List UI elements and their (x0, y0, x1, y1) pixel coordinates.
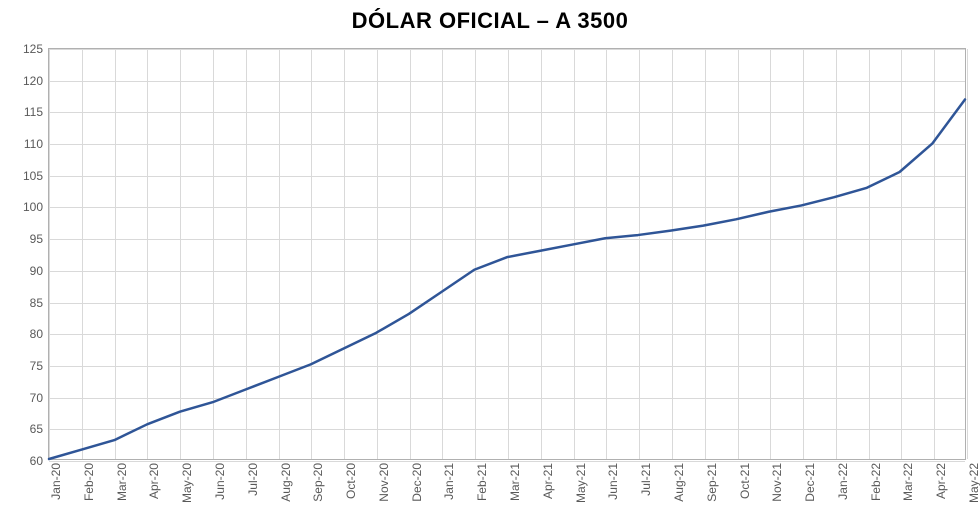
chart-container: DÓLAR OFICIAL – A 3500 60657075808590951… (0, 0, 980, 524)
x-tick-label: Sep-20 (311, 463, 325, 502)
y-tick-label: 110 (24, 137, 43, 151)
x-tick-label: Feb-21 (475, 463, 489, 501)
gridline-v (967, 49, 968, 459)
x-tick-label: Apr-21 (541, 463, 555, 499)
x-tick-label: May-20 (180, 463, 194, 503)
x-tick-label: Sep-21 (705, 463, 719, 502)
x-tick-label: May-22 (967, 463, 980, 503)
y-tick-label: 60 (30, 454, 43, 468)
plot-area: 6065707580859095100105110115120125Jan-20… (48, 48, 966, 460)
x-tick-label: Jun-20 (213, 463, 227, 500)
x-tick-label: Mar-22 (901, 463, 915, 501)
x-tick-label: Aug-21 (672, 463, 686, 502)
x-tick-label: Oct-20 (344, 463, 358, 499)
y-tick-label: 70 (30, 391, 43, 405)
x-tick-label: Jan-20 (49, 463, 63, 500)
x-tick-label: Oct-21 (738, 463, 752, 499)
x-tick-label: Jul-20 (246, 463, 260, 496)
y-tick-label: 65 (30, 422, 43, 436)
y-tick-label: 80 (30, 327, 43, 341)
x-tick-label: Nov-20 (377, 463, 391, 502)
x-tick-label: Aug-20 (279, 463, 293, 502)
x-tick-label: Dec-21 (803, 463, 817, 502)
x-tick-label: Feb-20 (82, 463, 96, 501)
x-tick-label: Dec-20 (410, 463, 424, 502)
y-tick-label: 115 (24, 105, 43, 119)
x-tick-label: Mar-20 (115, 463, 129, 501)
x-tick-label: Feb-22 (869, 463, 883, 501)
x-tick-label: Jan-21 (442, 463, 456, 500)
x-tick-label: Jul-21 (639, 463, 653, 496)
y-tick-label: 75 (30, 359, 43, 373)
y-tick-label: 105 (23, 169, 43, 183)
chart-title: DÓLAR OFICIAL – A 3500 (0, 0, 980, 38)
y-tick-label: 95 (30, 232, 43, 246)
y-tick-label: 125 (23, 42, 43, 56)
series-line (49, 49, 965, 459)
x-tick-label: Jun-21 (606, 463, 620, 500)
y-tick-label: 90 (30, 264, 43, 278)
x-tick-label: Nov-21 (770, 463, 784, 502)
x-tick-label: Mar-21 (508, 463, 522, 501)
x-tick-label: Jan-22 (836, 463, 850, 500)
gridline-h (49, 461, 965, 462)
y-tick-label: 85 (30, 296, 43, 310)
y-tick-label: 100 (23, 200, 43, 214)
x-tick-label: Apr-22 (934, 463, 948, 499)
x-tick-label: Apr-20 (147, 463, 161, 499)
y-tick-label: 120 (23, 74, 43, 88)
x-tick-label: May-21 (574, 463, 588, 503)
